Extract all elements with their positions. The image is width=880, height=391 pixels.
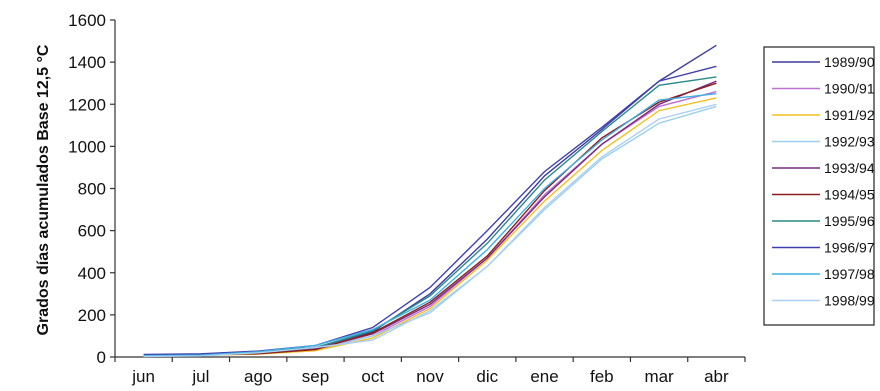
x-tick-label: abr [704,367,729,386]
x-tick-label: ene [530,367,558,386]
legend-label: 1995/96 [824,213,875,229]
y-axis: 0 200 400 600 800 1000 1200 1400 1600 [68,11,116,367]
y-tick-label: 0 [97,348,106,367]
x-tick-label: jun [131,367,155,386]
x-tick-label: feb [590,367,614,386]
y-tick-label: 1000 [68,137,106,156]
x-tick-label: jul [191,367,209,386]
series-line-1997-98 [143,93,717,357]
series-line-1992-93 [143,105,717,357]
legend-label: 1991/92 [824,107,875,123]
x-tick-label: ago [244,367,272,386]
legend-label: 1993/94 [824,160,875,176]
series-lines [143,44,717,358]
legend: 1989/90 1990/91 1991/92 1992/93 1993/94 1994/… [763,46,875,326]
y-tick-label: 800 [78,180,106,199]
legend-label: 1994/95 [824,187,875,203]
legend-label: 1990/91 [824,81,875,97]
y-tick-label: 600 [78,222,106,241]
series-line-1998-99 [143,103,717,358]
series-line-1991-92 [143,97,717,357]
y-tick-label: 1600 [68,11,106,30]
y-axis-label: Grados días acumulados Base 12,5 °C [35,44,52,335]
y-tick-label: 1200 [68,95,106,114]
legend-label: 1992/93 [824,134,875,150]
x-tick-label: oct [361,367,384,386]
x-tick-label: dic [476,367,498,386]
x-tick-label: sep [302,367,329,386]
x-tick-label: nov [416,367,444,386]
series-line-1993-94 [143,80,717,356]
y-tick-label: 200 [78,306,106,325]
legend-label: 1996/97 [824,240,875,256]
x-tick-label: mar [644,367,674,386]
legend-label: 1997/98 [824,266,875,282]
series-line-1996-97 [143,65,717,356]
y-tick-label: 400 [78,264,106,283]
legend-label: 1989/90 [824,54,875,70]
legend-label: 1998/99 [824,293,875,309]
x-axis: jun jul ago sep oct nov dic ene feb mar abr [114,356,746,386]
legend-box [763,46,875,326]
y-tick-label: 1400 [68,53,106,72]
